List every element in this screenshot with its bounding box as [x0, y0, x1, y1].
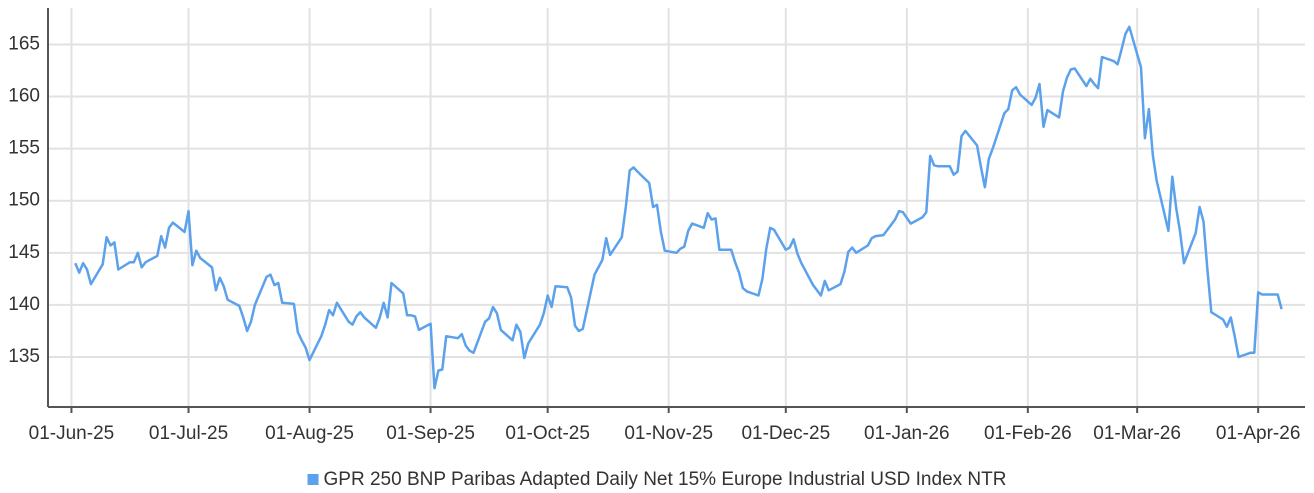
- y-tick-label: 150: [8, 190, 40, 211]
- x-tick-label: 01-Feb-26: [984, 423, 1072, 444]
- y-tick-label: 145: [8, 242, 40, 263]
- x-tick-label: 01-Aug-25: [265, 423, 354, 444]
- grid: [48, 8, 1305, 407]
- plot: [74, 25, 1283, 390]
- legend: GPR 250 BNP Paribas Adapted Daily Net 15…: [307, 469, 1007, 490]
- y-tick-label: 160: [8, 86, 40, 107]
- x-tick-label: 01-Mar-26: [1093, 423, 1181, 444]
- x-tick-label: 01-Jun-25: [29, 423, 115, 444]
- x-tick-label: 01-Dec-25: [741, 423, 830, 444]
- series-line: [74, 25, 1283, 390]
- x-tick-label: 01-Nov-25: [624, 423, 713, 444]
- y-tick-label: 135: [8, 346, 40, 367]
- x-tick-label: 01-Oct-25: [505, 423, 589, 444]
- y-tick-label: 140: [8, 294, 40, 315]
- legend-label: GPR 250 BNP Paribas Adapted Daily Net 15…: [324, 469, 1007, 490]
- x-tick-label: 01-Jul-25: [149, 423, 228, 444]
- x-tick-label: 01-Jan-26: [864, 423, 950, 444]
- legend-swatch: [307, 474, 319, 485]
- y-tick-label: 165: [8, 33, 40, 54]
- x-tick-label: 01-Apr-26: [1216, 423, 1301, 444]
- y-tick-label: 155: [8, 138, 40, 159]
- x-tick-label: 01-Sep-25: [386, 423, 475, 444]
